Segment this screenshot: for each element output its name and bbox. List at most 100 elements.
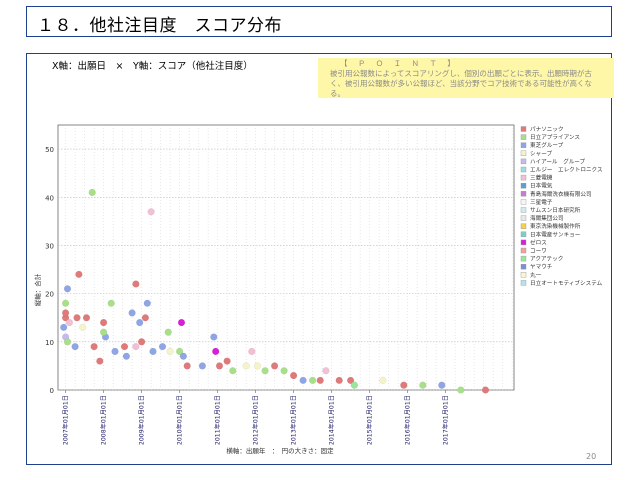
legend-label: サムスン日本研究所 bbox=[530, 206, 581, 214]
legend-swatch bbox=[520, 272, 527, 278]
legend-swatch bbox=[520, 166, 527, 173]
data-point bbox=[253, 362, 262, 370]
data-point bbox=[179, 352, 188, 360]
x-tick-label: 2015年01月01日 bbox=[366, 395, 374, 445]
legend-swatch bbox=[520, 158, 527, 165]
title-box: １８．他社注目度 スコア分布 bbox=[26, 6, 612, 37]
data-point bbox=[99, 318, 108, 327]
legend-label: シャープ bbox=[530, 150, 552, 157]
data-point bbox=[261, 367, 269, 375]
data-point bbox=[223, 357, 231, 365]
data-point bbox=[316, 376, 324, 384]
x-axis-label: 横軸：出願年 ： 円の大きさ：固定 bbox=[226, 446, 334, 455]
legend-swatch bbox=[520, 174, 527, 181]
data-point bbox=[65, 318, 74, 327]
legend-swatch bbox=[520, 126, 527, 132]
data-point bbox=[248, 347, 256, 356]
data-point bbox=[438, 381, 446, 389]
legend-swatch bbox=[520, 199, 527, 205]
data-point bbox=[138, 338, 146, 346]
y-tick-label: 40 bbox=[45, 194, 54, 202]
data-point bbox=[335, 376, 343, 384]
legend-swatch bbox=[520, 150, 527, 157]
x-tick-label: 2016年01月01日 bbox=[404, 395, 412, 445]
x-tick-label: 2012年01月01日 bbox=[252, 395, 260, 445]
legend-label: 青島海爾洗衣機有限公司 bbox=[530, 190, 592, 198]
data-point bbox=[71, 343, 79, 351]
point-note: 【 Ｐ Ｏ Ｉ Ｎ Ｔ 】 被引用公報数によってスコアリングし、個別の出願ごとに… bbox=[318, 58, 614, 98]
data-point bbox=[111, 347, 119, 356]
legend-label: 三菱電機 bbox=[530, 174, 553, 182]
data-point bbox=[176, 347, 184, 356]
legend-label: 日本電産サンキョー bbox=[530, 230, 581, 238]
legend-label: エルジー エレクトロニクス bbox=[530, 167, 603, 174]
legend-swatch bbox=[520, 239, 527, 246]
data-point bbox=[96, 357, 104, 365]
data-point bbox=[271, 362, 279, 370]
data-point bbox=[107, 299, 115, 307]
legend-label: ヤマウチ bbox=[530, 263, 553, 271]
data-point bbox=[143, 299, 151, 307]
legend-label: コーワ bbox=[530, 248, 547, 255]
legend-swatch bbox=[520, 264, 527, 270]
data-point bbox=[120, 343, 129, 351]
data-point bbox=[79, 323, 87, 331]
data-point bbox=[347, 376, 355, 384]
x-tick-label: 2017年01月01日 bbox=[442, 395, 450, 445]
data-point bbox=[183, 362, 191, 370]
data-point bbox=[122, 352, 131, 360]
data-point bbox=[61, 309, 70, 317]
data-point bbox=[166, 347, 174, 356]
y-tick-label: 30 bbox=[45, 242, 54, 250]
page-number: 20 bbox=[586, 452, 597, 461]
legend-label: ゼロス bbox=[530, 238, 547, 246]
legend-swatch bbox=[520, 215, 527, 221]
data-point bbox=[229, 367, 237, 375]
data-point bbox=[60, 323, 68, 331]
point-text: 被引用公報数によってスコアリングし、個別の出願ごとに表示。出願時期が古く、被引用… bbox=[330, 69, 593, 98]
data-point bbox=[177, 318, 186, 327]
legend-swatch bbox=[520, 134, 527, 140]
y-tick-label: 20 bbox=[45, 291, 54, 299]
legend-label: 東芝グループ bbox=[530, 141, 564, 149]
page-title: １８．他社注目度 スコア分布 bbox=[37, 16, 282, 36]
data-point bbox=[141, 314, 150, 322]
x-tick-label: 2009年01月01日 bbox=[138, 395, 146, 445]
data-point bbox=[132, 343, 140, 351]
legend-label: パナソニック bbox=[530, 126, 564, 133]
legend-swatch bbox=[520, 280, 527, 286]
data-point bbox=[400, 381, 408, 389]
x-tick-label: 2008年01月01日 bbox=[100, 395, 108, 445]
legend-label: 三星電子 bbox=[530, 199, 553, 206]
data-point bbox=[210, 333, 218, 341]
data-point bbox=[73, 314, 81, 322]
legend-swatch bbox=[520, 191, 527, 197]
data-point bbox=[309, 376, 317, 384]
x-tick-label: 2014年01月01日 bbox=[328, 395, 336, 445]
data-point bbox=[88, 188, 96, 197]
x-tick-label: 2007年01月01日 bbox=[62, 395, 70, 445]
x-tick-label: 2010年01月01日 bbox=[176, 395, 184, 445]
data-point bbox=[215, 362, 224, 370]
legend-swatch bbox=[520, 255, 527, 262]
y-tick-label: 0 bbox=[50, 387, 54, 395]
data-point bbox=[147, 208, 155, 216]
data-point bbox=[82, 314, 91, 322]
legend-swatch bbox=[520, 231, 527, 238]
legend-label: 日本電気 bbox=[530, 182, 553, 190]
data-point bbox=[90, 343, 98, 351]
legend-swatch bbox=[520, 182, 527, 189]
data-point bbox=[149, 347, 157, 356]
data-point bbox=[132, 280, 140, 288]
legend-label: 日立オートモティブシステム bbox=[530, 279, 603, 287]
x-tick-label: 2013年01月01日 bbox=[290, 395, 298, 445]
y-tick-label: 10 bbox=[45, 339, 54, 347]
data-point bbox=[457, 386, 465, 394]
legend-label: アクアテック bbox=[530, 256, 563, 263]
legend-label: 日立アプライアンス bbox=[530, 133, 580, 141]
legend-swatch bbox=[520, 207, 527, 213]
data-point bbox=[164, 328, 172, 336]
legend-swatch bbox=[520, 142, 527, 148]
data-point bbox=[63, 338, 72, 346]
